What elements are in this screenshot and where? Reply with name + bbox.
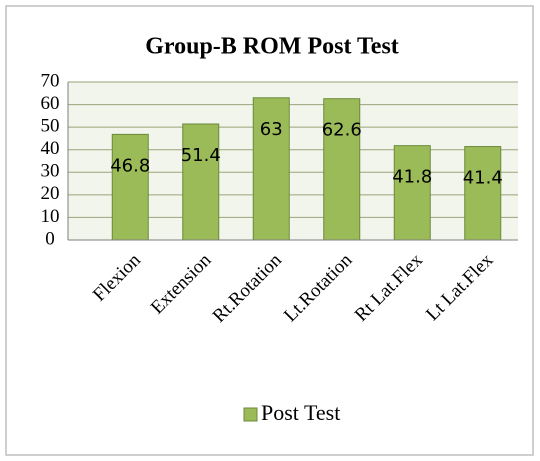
y-tick-label: 30 (41, 161, 60, 182)
data-label: 41.8 (392, 167, 432, 188)
bar (393, 145, 431, 241)
legend-swatch (243, 407, 258, 422)
y-tick-label: 40 (41, 138, 60, 159)
data-label: 51.4 (181, 145, 221, 166)
y-tick-label: 0 (45, 228, 55, 249)
bar (182, 123, 220, 241)
bar (323, 98, 361, 241)
data-label: 41.4 (463, 168, 503, 189)
y-tick-label: 10 (41, 206, 60, 227)
y-tick-label: 50 (41, 116, 60, 137)
data-label: 63 (260, 119, 283, 140)
y-tick-label: 20 (41, 183, 60, 204)
data-label: 62.6 (322, 120, 362, 141)
y-tick-label: 70 (41, 70, 60, 91)
bar (252, 97, 290, 241)
chart-title: Group-B ROM Post Test (145, 34, 399, 60)
data-label: 46.8 (110, 155, 150, 176)
legend-label: Post Test (261, 400, 340, 425)
bar (111, 133, 149, 241)
bar (464, 146, 502, 241)
y-tick-label: 60 (41, 93, 60, 114)
